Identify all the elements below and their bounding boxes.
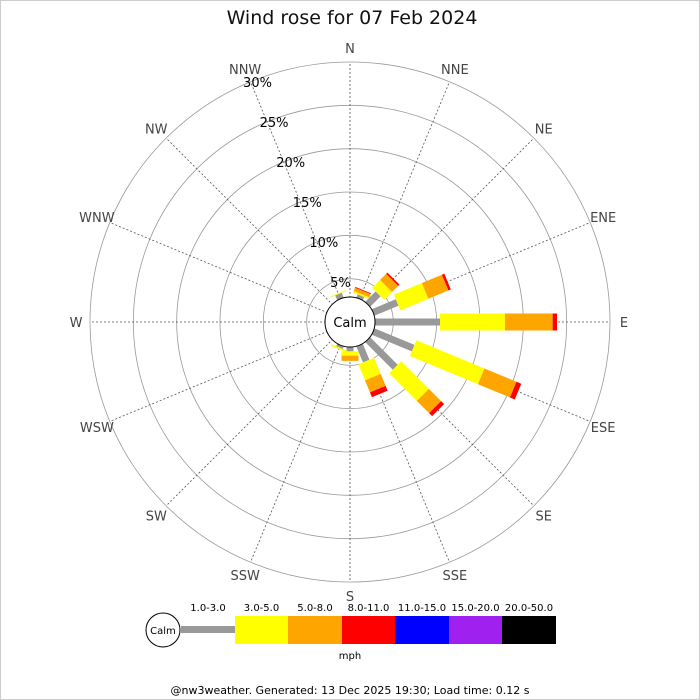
bar-segment — [353, 290, 370, 299]
spoke-line — [349, 321, 535, 507]
bar-segment — [356, 294, 365, 301]
ring-label: 10% — [309, 236, 338, 251]
bar-segment — [386, 272, 400, 286]
legend-swatch — [395, 616, 449, 644]
legend-unit: mph — [339, 651, 361, 662]
legend-bin-label: 5.0-8.0 — [297, 603, 332, 614]
axis-labels: N NNE NE ENE E ESE SE SSE S SSW SW WSW W WNW NW NNW 5% 10… — [70, 42, 629, 605]
bar-segment — [335, 292, 344, 301]
ring-label: 15% — [293, 196, 322, 211]
bar-segment — [330, 344, 348, 353]
direction-label: SSW — [230, 569, 260, 584]
bar-segment — [353, 287, 371, 298]
calm-circle — [324, 296, 376, 348]
bar-segment — [371, 299, 399, 316]
legend-swatch — [449, 616, 502, 644]
calm-label: Calm — [333, 316, 366, 331]
wind-bars — [330, 272, 557, 417]
direction-label: SW — [146, 510, 167, 525]
direction-label: SE — [536, 510, 552, 525]
direction-label: NNW — [229, 63, 261, 78]
legend-swatch — [502, 616, 556, 644]
legend-bin-label: 3.0-5.0 — [244, 603, 279, 614]
legend-swatch — [342, 616, 395, 644]
bar-segment — [365, 291, 381, 307]
legend-bin-label: 1.0-3.0 — [190, 603, 225, 614]
spoke-line — [109, 222, 351, 323]
chart-title: Wind rose for 07 Feb 2024 — [227, 7, 478, 29]
bar-segment — [372, 279, 393, 300]
bar-segment — [365, 337, 398, 370]
direction-label: NE — [535, 122, 553, 137]
bar-segment — [389, 361, 429, 401]
legend-swatch — [235, 616, 288, 644]
spoke-line — [165, 321, 351, 507]
direction-label: E — [620, 316, 628, 331]
bar-segment — [509, 381, 522, 400]
footer-text: @nw3weather. Generated: 13 Dec 2025 19:3… — [171, 684, 530, 697]
legend-calm-circle — [145, 612, 181, 648]
bar-segment — [356, 343, 370, 363]
grid-ring — [89, 61, 611, 583]
bar-segment — [393, 283, 429, 311]
bar-segment — [358, 357, 381, 381]
direction-label: NW — [145, 122, 168, 137]
spoke-line — [349, 321, 450, 563]
bar-segment — [371, 328, 415, 352]
bar-segment — [364, 373, 386, 393]
direction-label: SSE — [442, 569, 467, 584]
bar-segment — [380, 273, 399, 292]
direction-label: W — [70, 316, 83, 331]
direction-label: N — [345, 42, 355, 57]
legend-swatch — [181, 626, 235, 633]
ring-label: 30% — [243, 76, 272, 91]
ring-label: 5% — [330, 276, 351, 291]
speed-legend: Calm 1.0-3.0 3.0-5.0 5.0-8.0 8.0-11.0 11.0-15… — [145, 603, 556, 662]
legend-bin-label: 15.0-20.0 — [451, 603, 499, 614]
spoke-line — [165, 137, 351, 323]
direction-label: WSW — [80, 421, 114, 436]
spoke-line — [349, 137, 535, 323]
bar-segment — [429, 401, 445, 417]
bar-segment — [421, 274, 449, 299]
spoke-line — [109, 321, 351, 422]
legend-swatch — [288, 616, 342, 644]
spoke-line — [349, 222, 591, 323]
direction-label: S — [346, 590, 354, 605]
legend-calm-label: Calm — [150, 626, 176, 637]
legend-bin-label: 11.0-15.0 — [398, 603, 446, 614]
direction-label: ENE — [590, 211, 616, 226]
bar-segment — [369, 385, 388, 398]
spoke-line — [349, 81, 450, 323]
direction-label: NNE — [441, 63, 469, 78]
spoke-line — [250, 81, 351, 323]
bar-segment — [409, 340, 485, 385]
direction-label: WNW — [79, 211, 115, 226]
direction-label: ESE — [591, 421, 616, 436]
spoke-line — [250, 321, 351, 563]
bar-segment — [416, 388, 442, 414]
legend-bin-label: 8.0-11.0 — [348, 603, 390, 614]
legend-bin-label: 20.0-50.0 — [505, 603, 553, 614]
ring-label: 25% — [260, 116, 289, 131]
bar-segment — [441, 273, 451, 291]
ring-label: 20% — [276, 156, 305, 171]
polar-grid — [89, 61, 611, 583]
calm-center: Calm — [324, 296, 376, 348]
bar-segment — [477, 368, 517, 398]
